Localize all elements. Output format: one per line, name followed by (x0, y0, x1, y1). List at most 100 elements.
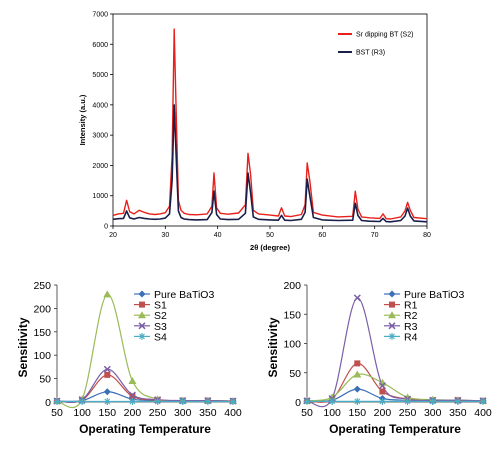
data-point-marker (138, 290, 146, 298)
xrd-x-tick-label: 20 (109, 232, 117, 239)
xrd-y-tick-label: 0 (104, 224, 108, 231)
sens-r-x-tick-label: 400 (474, 407, 492, 419)
xrd-plot-frame (112, 13, 428, 227)
data-point-marker (179, 398, 187, 406)
sens-r-x-tick-label: 350 (449, 407, 467, 419)
sens-s-y-tick-label: 200 (33, 303, 51, 315)
data-point-marker (303, 397, 311, 405)
data-point-marker (388, 311, 396, 319)
xrd-y-tick-label: 5000 (92, 72, 108, 79)
xrd-x-tick-label: 60 (318, 232, 326, 239)
data-point-marker (454, 397, 462, 405)
data-point-marker (328, 397, 336, 405)
data-point-marker (128, 391, 136, 399)
sens-r-y-tick-label: 50 (289, 368, 301, 380)
xrd-y-tick-label: 1000 (92, 193, 108, 200)
data-point-marker (429, 397, 437, 405)
xrd-x-tick-label: 70 (371, 232, 379, 239)
sens-r-legend-label: Pure BaTiO3 (404, 289, 464, 301)
xrd-legend-label: BST (R3) (356, 50, 385, 57)
sens-s-y-tick-label: 100 (33, 350, 51, 362)
xrd-x-tick-label: 30 (161, 232, 169, 239)
data-point-marker (129, 393, 136, 400)
data-point-marker (78, 398, 86, 406)
sens-r-x-tick-label: 150 (349, 407, 367, 419)
data-point-marker (53, 398, 61, 406)
sens-s-y-tick-label: 50 (39, 374, 51, 386)
xrd-svg: 0 1000 2000 3000 4000 5000 6000 7000 20 30 40 50 60 7… (78, 12, 431, 253)
sens-r-y-axis-label: Sensitivity (266, 317, 280, 377)
data-point-marker (138, 322, 146, 330)
sens-r-x-axis-label: Operating Temperature (329, 422, 461, 436)
data-point-marker (378, 382, 386, 390)
sens-s-legend-label: S2 (154, 310, 167, 322)
xrd-y-tick-label: 4000 (92, 102, 108, 109)
data-point-marker (378, 397, 386, 405)
sens-r-legend-label: R4 (404, 331, 418, 343)
sensitivity-chart-r: 0 50 100 150 200 50 100 150 200 250 300 350 400 Opera… (250, 268, 500, 449)
data-point-marker (389, 301, 395, 308)
sens-s-x-tick-label: 300 (174, 407, 192, 419)
sens-s-x-tick-label: 100 (73, 407, 91, 419)
sens-s-series-line-3 (56, 293, 234, 409)
data-point-marker (379, 388, 386, 395)
data-point-marker (353, 385, 361, 393)
xrd-series-line-2 (112, 104, 428, 223)
sens-s-legend-label: S1 (154, 300, 167, 312)
sens-r-x-tick-label: 300 (424, 407, 442, 419)
sens-r-y-tick-label: 100 (283, 339, 301, 351)
data-point-marker (353, 294, 361, 302)
data-point-marker (103, 398, 111, 406)
xrd-y-tick-label: 2000 (92, 163, 108, 170)
data-point-marker (139, 301, 145, 308)
data-point-marker (353, 370, 362, 378)
data-point-marker (354, 360, 361, 367)
sens-s-y-tick-label: 0 (45, 397, 51, 409)
sens-s-y-tick-label: 250 (33, 280, 51, 292)
sens-s-y-tick-label: 150 (33, 327, 51, 339)
data-point-marker (204, 398, 212, 406)
xrd-y-tick-label: 7000 (92, 12, 108, 19)
sens-r-x-tick-label: 50 (301, 407, 313, 419)
sens-s-y-axis-label: Sensitivity (16, 317, 30, 377)
sens-r-y-tick-label: 0 (295, 397, 301, 409)
sens-s-legend-label: Pure BaTiO3 (154, 289, 214, 301)
data-point-marker (388, 322, 396, 330)
sens-r-legend-label: R3 (404, 321, 418, 333)
sens-s-x-tick-label: 350 (199, 407, 217, 419)
sens-s-x-tick-label: 50 (51, 407, 63, 419)
sens-r-series-line-4 (306, 297, 484, 408)
data-point-marker (403, 393, 412, 401)
xrd-x-tick-label: 80 (423, 232, 431, 239)
data-point-marker (388, 332, 396, 340)
data-point-marker (388, 290, 396, 298)
xrd-series-line-1 (112, 28, 428, 220)
xrd-x-axis-label: 2θ (degree) (250, 243, 290, 252)
data-point-marker (353, 397, 361, 405)
data-point-marker (229, 398, 237, 406)
xrd-x-tick-label: 50 (266, 232, 274, 239)
data-point-marker (479, 397, 487, 405)
sens-s-x-tick-label: 150 (99, 407, 117, 419)
data-point-marker (103, 388, 111, 396)
xrd-y-tick-label: 3000 (92, 133, 108, 140)
sens-s-x-tick-label: 250 (149, 407, 167, 419)
sens-r-x-tick-label: 250 (399, 407, 417, 419)
data-point-marker (154, 398, 162, 406)
sens-r-legend-label: R1 (404, 300, 418, 312)
sens-s-legend-label: S4 (154, 331, 167, 343)
data-point-marker (328, 393, 337, 401)
data-point-marker (138, 332, 146, 340)
sens-s-x-tick-label: 200 (124, 407, 142, 419)
xrd-x-tick-label: 40 (214, 232, 222, 239)
data-point-marker (103, 290, 112, 298)
data-point-marker (104, 371, 111, 378)
data-point-marker (128, 376, 137, 384)
sens-s-x-tick-label: 400 (224, 407, 242, 419)
data-point-marker (404, 397, 412, 405)
xrd-chart: 0 1000 2000 3000 4000 5000 6000 7000 20 30 40 50 60 7… (78, 12, 431, 253)
sens-r-y-tick-label: 150 (283, 309, 301, 321)
xrd-legend-label: Sr dipping BT (S2) (356, 32, 413, 39)
